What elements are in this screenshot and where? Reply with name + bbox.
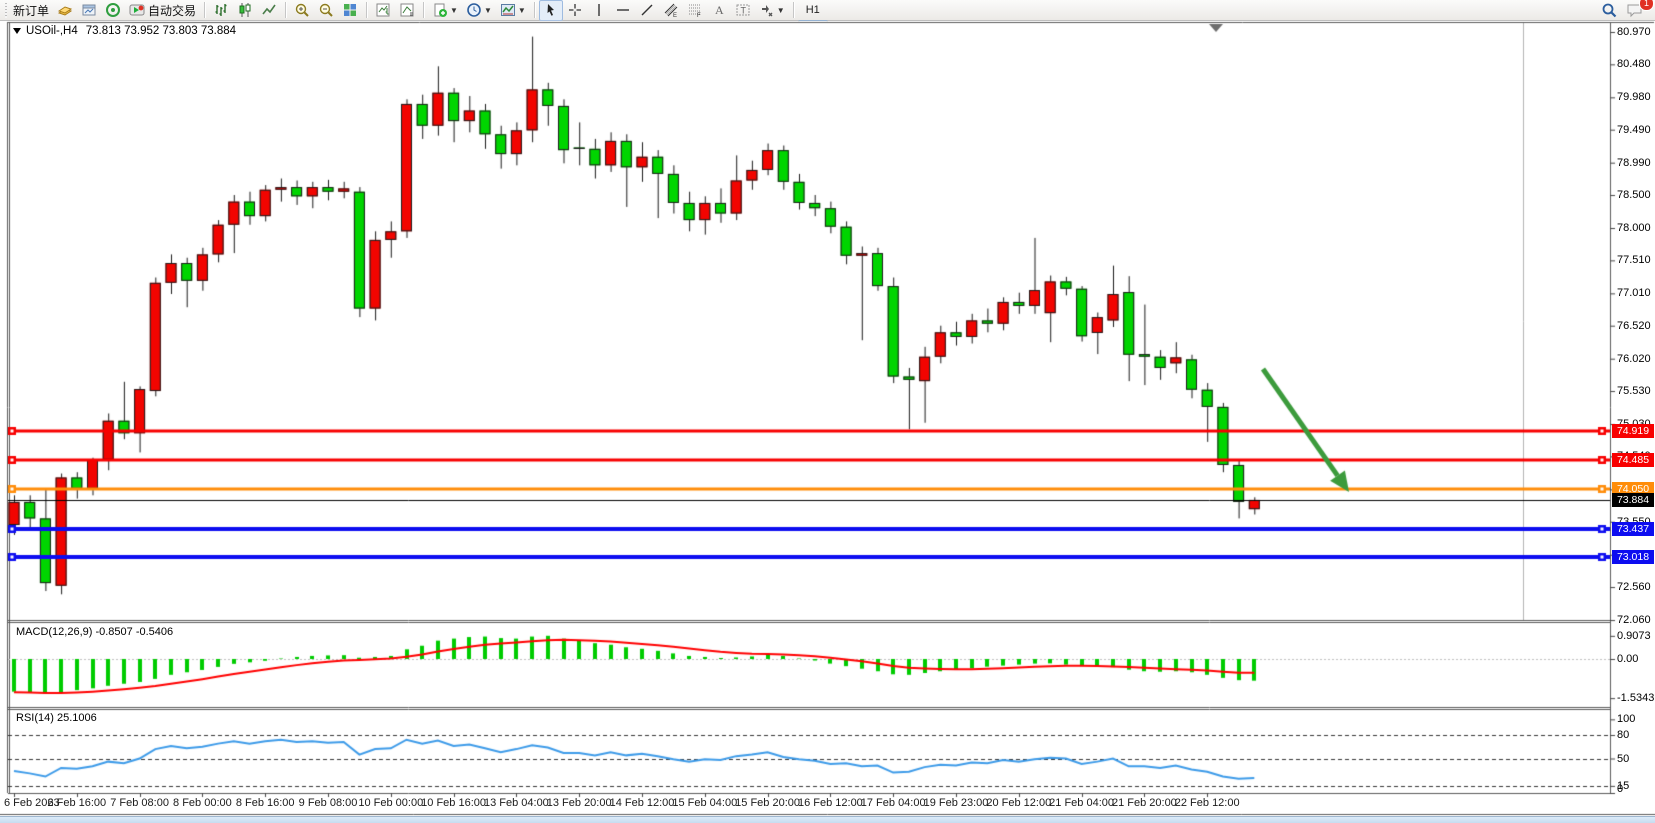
symbol-ohlc-label[interactable]: USOil-,H4 73.813 73.952 73.803 73.884 — [13, 25, 236, 37]
macd-tick-label: 0.9073 — [1617, 629, 1651, 642]
rsi-indicator-label: RSI(14) 25.1006 — [16, 712, 97, 724]
price-tick-label: 79.980 — [1617, 91, 1651, 104]
time-tick-label: 10 Feb 16:00 — [421, 797, 487, 809]
price-tick-label: 75.530 — [1617, 385, 1651, 398]
price-tick-label: 78.000 — [1617, 222, 1651, 235]
price-tick-label: 78.990 — [1617, 156, 1651, 169]
time-tick-label: 9 Feb 08:00 — [298, 797, 358, 809]
time-tick-label: 21 Feb 20:00 — [1111, 797, 1177, 809]
time-tick-label: 8 Feb 00:00 — [173, 797, 232, 809]
price-tick-label: 76.520 — [1617, 319, 1651, 332]
time-tick-label: 8 Feb 16:00 — [235, 797, 295, 809]
time-tick-label: 13 Feb 20:00 — [546, 797, 612, 809]
time-tick-label: 20 Feb 12:00 — [986, 797, 1052, 809]
price-tick-label: 77.010 — [1617, 287, 1651, 300]
price-line-badge: 73.884 — [1612, 492, 1654, 507]
macd-indicator-label: MACD(12,26,9) -0.8507 -0.5406 — [16, 626, 174, 638]
time-tick-label: 16 Feb 12:00 — [797, 797, 863, 809]
time-tick-label: 10 Feb 00:00 — [358, 797, 424, 809]
time-tick-label: 13 Feb 04:00 — [483, 797, 549, 809]
time-tick-label: 14 Feb 12:00 — [609, 797, 675, 809]
price-tick-label: 78.500 — [1617, 189, 1651, 202]
time-tick-label: 22 Feb 12:00 — [1174, 797, 1240, 809]
price-line-badge: 74.919 — [1612, 424, 1654, 439]
price-tick-label: 79.490 — [1617, 123, 1651, 136]
rsi-tick-label: 50 — [1617, 752, 1630, 765]
price-tick-label: 72.060 — [1617, 614, 1651, 627]
rsi-tick-label: 15 — [1617, 779, 1630, 792]
time-tick-label: 17 Feb 04:00 — [860, 797, 926, 809]
price-tick-label: 72.560 — [1617, 581, 1651, 594]
price-line-badge: 74.050 — [1612, 481, 1654, 496]
rsi-tick-label: 80 — [1617, 729, 1630, 741]
status-strip — [0, 816, 1655, 823]
time-tick-label: 6 Feb 16:00 — [47, 797, 107, 809]
macd-tick-label: 0.00 — [1617, 653, 1639, 665]
time-tick-label: 21 Feb 04:00 — [1049, 797, 1115, 809]
price-tick-label: 76.020 — [1617, 352, 1651, 365]
time-tick-label: 19 Feb 23:00 — [923, 797, 989, 809]
symbol-period: USOil-,H4 — [26, 25, 78, 37]
time-tick-label: 15 Feb 04:00 — [672, 797, 738, 809]
time-tick-label: 15 Feb 20:00 — [735, 797, 801, 809]
time-tick-label: 6 Feb 2023 — [4, 797, 60, 809]
price-line-badge: 74.485 — [1612, 453, 1654, 467]
price-tick-label: 80.480 — [1617, 58, 1651, 71]
rsi-tick-label: 100 — [1617, 713, 1636, 726]
price-tick-label: 77.510 — [1617, 254, 1651, 267]
price-line-badge: 73.437 — [1612, 522, 1654, 537]
price-line-badge: 73.018 — [1612, 549, 1654, 564]
rsi-tick-label: 0 — [1617, 783, 1624, 795]
price-tick-label: 80.970 — [1617, 26, 1651, 38]
macd-tick-label: -1.5343 — [1617, 692, 1655, 705]
chevron-down-icon — [13, 28, 21, 34]
ohlc-values: 73.813 73.952 73.803 73.884 — [85, 25, 237, 37]
time-tick-label: 7 Feb 08:00 — [110, 797, 169, 809]
